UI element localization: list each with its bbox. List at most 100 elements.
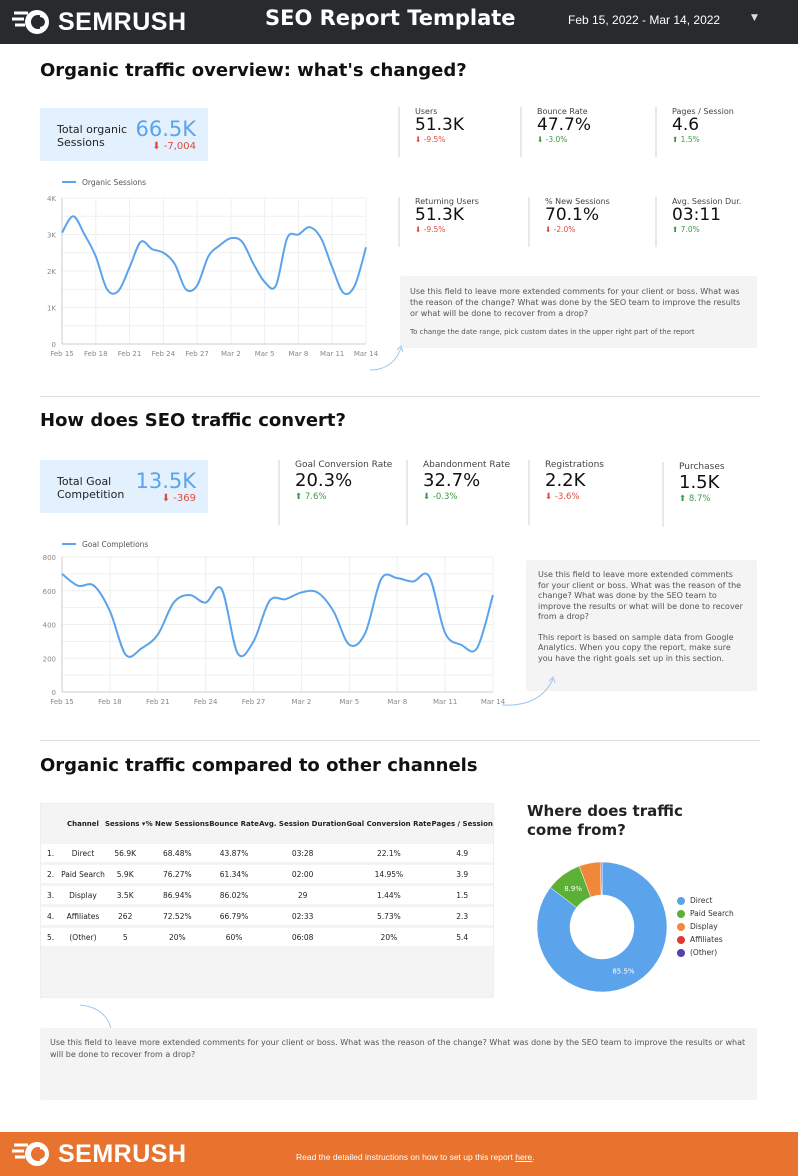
table-cell: 76.27% xyxy=(145,865,210,883)
scorecard-delta: ⬇ -2.0% xyxy=(545,225,576,234)
legend-item[interactable]: (Other) xyxy=(677,946,734,959)
legend-item[interactable]: Affiliates xyxy=(677,933,734,946)
column-header[interactable]: % New Sessions xyxy=(145,807,210,841)
divider xyxy=(40,396,760,397)
pie-legend: Direct Paid Search Display Affiliates (Other… xyxy=(677,894,734,959)
instructions-link[interactable]: here xyxy=(515,1152,533,1162)
scorecard-delta: ⬇ -3.0% xyxy=(537,135,568,144)
table-cell: 5. xyxy=(41,928,61,946)
kpi-value: 13.5K xyxy=(135,469,196,493)
table-row[interactable]: 1. Direct 56.9K 68.48% 43.87% 03:28 22.1% 4.9 xyxy=(41,844,493,862)
table-cell: 61.34% xyxy=(209,865,259,883)
scorecard-value: 2.2K xyxy=(545,470,586,491)
scorecard-label: Registrations xyxy=(545,460,604,470)
column-header[interactable]: Bounce Rate xyxy=(209,807,259,841)
comment-hint: To change the date range, pick custom da… xyxy=(410,328,695,336)
table-cell: 22.1% xyxy=(346,844,432,862)
semrush-logo-icon xyxy=(12,10,49,34)
table-row[interactable]: 2. Paid Search 5.9K 76.27% 61.34% 02:00 14.95%… xyxy=(41,865,493,883)
table-cell: 3. xyxy=(41,886,61,904)
table-cell: 5.73% xyxy=(346,907,432,925)
x-tick-label: Mar 2 xyxy=(221,350,241,358)
column-header[interactable] xyxy=(41,807,61,841)
arrow-up-icon: ⬆ xyxy=(672,225,681,234)
legend-dot xyxy=(677,896,685,905)
footer-text: Read the detailed instructions on how to… xyxy=(296,1152,535,1162)
scorecard-delta: ⬆ 1.5% xyxy=(672,135,700,144)
x-tick-label: Mar 8 xyxy=(288,350,308,358)
scorecard-value: 32.7% xyxy=(423,470,481,491)
kpi-delta: ⬇ -7,004 xyxy=(152,141,196,152)
kpi-total-goal-completion: Total Goal Competition 13.5K ⬇ -369 xyxy=(40,460,208,513)
legend-item[interactable]: Paid Search xyxy=(677,907,734,920)
x-tick-label: Feb 15 xyxy=(50,698,74,706)
table-cell: Display xyxy=(61,886,105,904)
scorecard: Returning Users 51.3K ⬇ -9.5% xyxy=(398,197,479,247)
legend-dot xyxy=(677,935,685,944)
arrow-down-icon: ⬇ xyxy=(537,135,546,144)
x-tick-label: Feb 24 xyxy=(194,698,218,706)
table-cell: (Other) xyxy=(61,928,105,946)
table-cell: Paid Search xyxy=(61,865,105,883)
column-header[interactable]: Sessions ▾ xyxy=(104,807,146,841)
kpi-label: Total organic Sessions xyxy=(57,123,128,149)
y-tick-label: 400 xyxy=(43,622,56,630)
date-range-picker[interactable]: Feb 15, 2022 - Mar 14, 2022 xyxy=(568,13,721,27)
table-cell: 3.5K xyxy=(104,886,146,904)
comment-text: Use this field to leave more extended co… xyxy=(50,1038,746,1059)
brand-name: SEMRUSH xyxy=(58,7,187,36)
legend-label: Direct xyxy=(690,896,713,905)
column-header[interactable]: Avg. Session Duration xyxy=(258,807,347,841)
goal-completions-chart: Feb 15 Feb 18 Feb 21 Feb 24 Feb 27 Mar 2 Mar 5… xyxy=(43,540,506,706)
table-cell: 29 xyxy=(258,886,347,904)
table-cell: 1. xyxy=(41,844,61,862)
kpi-delta: ⬇ -369 xyxy=(161,493,196,504)
table-cell: 4.9 xyxy=(431,844,493,862)
traffic-sources-donut: 85.5% 8.9% xyxy=(536,861,668,993)
legend-item[interactable]: Direct xyxy=(677,894,734,907)
y-tick-label: 200 xyxy=(43,655,56,663)
scorecard-value: 4.6 xyxy=(672,115,700,135)
legend-label: Affiliates xyxy=(690,935,723,944)
table-cell: 02:00 xyxy=(258,865,347,883)
section-title: How does SEO traffic convert? xyxy=(40,410,346,431)
table-cell: 1.5 xyxy=(431,886,493,904)
scorecard-delta: ⬇ -3.6% xyxy=(545,492,580,502)
scorecard-label: Goal Conversion Rate xyxy=(295,460,393,470)
pie-slice[interactable] xyxy=(536,861,668,993)
scorecard-delta: ⬇ -9.5% xyxy=(415,135,446,144)
chevron-down-icon[interactable]: ▼ xyxy=(751,13,758,23)
legend-item[interactable]: Display xyxy=(677,920,734,933)
scorecard-label: Users xyxy=(415,107,438,116)
table-cell: 66.79% xyxy=(209,907,259,925)
x-tick-label: Mar 11 xyxy=(433,698,457,706)
table-row[interactable]: 5. (Other) 5 20% 60% 06:08 20% 5.4 xyxy=(41,928,493,946)
legend-label: Organic Sessions xyxy=(82,178,146,187)
comment-box[interactable]: Use this field to leave more extended co… xyxy=(40,1028,757,1100)
semrush-logo[interactable]: SEMRUSH xyxy=(12,7,187,37)
y-tick-label: 3K xyxy=(47,232,56,240)
x-tick-label: Mar 8 xyxy=(387,698,407,706)
table-cell: 262 xyxy=(104,907,146,925)
scorecard-delta: ⬇ -9.5% xyxy=(415,225,446,234)
column-header[interactable]: Channel xyxy=(61,807,105,841)
column-header[interactable]: Goal Conversion Rate xyxy=(346,807,432,841)
legend-label: Paid Search xyxy=(690,909,734,918)
table-row[interactable]: 4. Affiliates 262 72.52% 66.79% 02:33 5.73% 2.3 xyxy=(41,907,493,925)
scorecard-delta: ⬆ 7.6% xyxy=(295,492,327,502)
y-tick-label: 2K xyxy=(47,268,56,276)
slice-label: 85.5% xyxy=(612,967,635,975)
comment-box[interactable]: Use this field to leave more extended co… xyxy=(526,560,757,691)
column-header[interactable]: Pages / Session xyxy=(431,807,493,841)
y-tick-label: 4K xyxy=(47,195,56,203)
semrush-logo[interactable]: SEMRUSH xyxy=(12,1139,187,1169)
scorecard-label: % New Sessions xyxy=(545,197,610,206)
footer-bar: SEMRUSH xyxy=(0,1132,798,1176)
table-cell: 1.44% xyxy=(346,886,432,904)
table-row[interactable]: 3. Display 3.5K 86.94% 86.02% 29 1.44% 1.5 xyxy=(41,886,493,904)
scorecard: Avg. Session Dur. 03:11 ⬆ 7.0% xyxy=(655,197,741,247)
comment-box[interactable]: Use this field to leave more extended co… xyxy=(400,276,757,348)
x-tick-label: Feb 24 xyxy=(152,350,176,358)
channels-table: Channel Sessions ▾% New Sessions Bounce Ra… xyxy=(40,803,494,998)
scorecard-delta: ⬇ -0.3% xyxy=(423,492,458,502)
